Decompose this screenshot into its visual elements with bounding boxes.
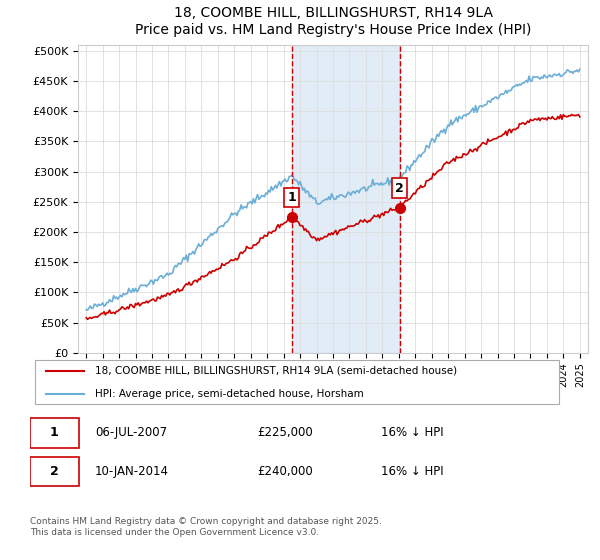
Text: 1: 1 xyxy=(287,190,296,204)
Text: £225,000: £225,000 xyxy=(257,426,313,440)
Text: 16% ↓ HPI: 16% ↓ HPI xyxy=(381,426,443,440)
Text: 10-JAN-2014: 10-JAN-2014 xyxy=(95,465,169,478)
Bar xyxy=(292,45,400,353)
Text: 16% ↓ HPI: 16% ↓ HPI xyxy=(381,465,443,478)
Text: Contains HM Land Registry data © Crown copyright and database right 2025.
This d: Contains HM Land Registry data © Crown c… xyxy=(30,517,382,536)
FancyBboxPatch shape xyxy=(30,457,79,487)
Text: 18, COOMBE HILL, BILLINGSHURST, RH14 9LA (semi-detached house): 18, COOMBE HILL, BILLINGSHURST, RH14 9LA… xyxy=(95,366,457,376)
Text: 2: 2 xyxy=(395,181,404,194)
Text: 06-JUL-2007: 06-JUL-2007 xyxy=(95,426,167,440)
Text: HPI: Average price, semi-detached house, Horsham: HPI: Average price, semi-detached house,… xyxy=(95,389,364,399)
Title: 18, COOMBE HILL, BILLINGSHURST, RH14 9LA
Price paid vs. HM Land Registry's House: 18, COOMBE HILL, BILLINGSHURST, RH14 9LA… xyxy=(135,7,531,37)
Text: 1: 1 xyxy=(50,426,59,440)
FancyBboxPatch shape xyxy=(35,360,559,404)
Text: £240,000: £240,000 xyxy=(257,465,313,478)
FancyBboxPatch shape xyxy=(30,418,79,447)
Text: 2: 2 xyxy=(50,465,59,478)
